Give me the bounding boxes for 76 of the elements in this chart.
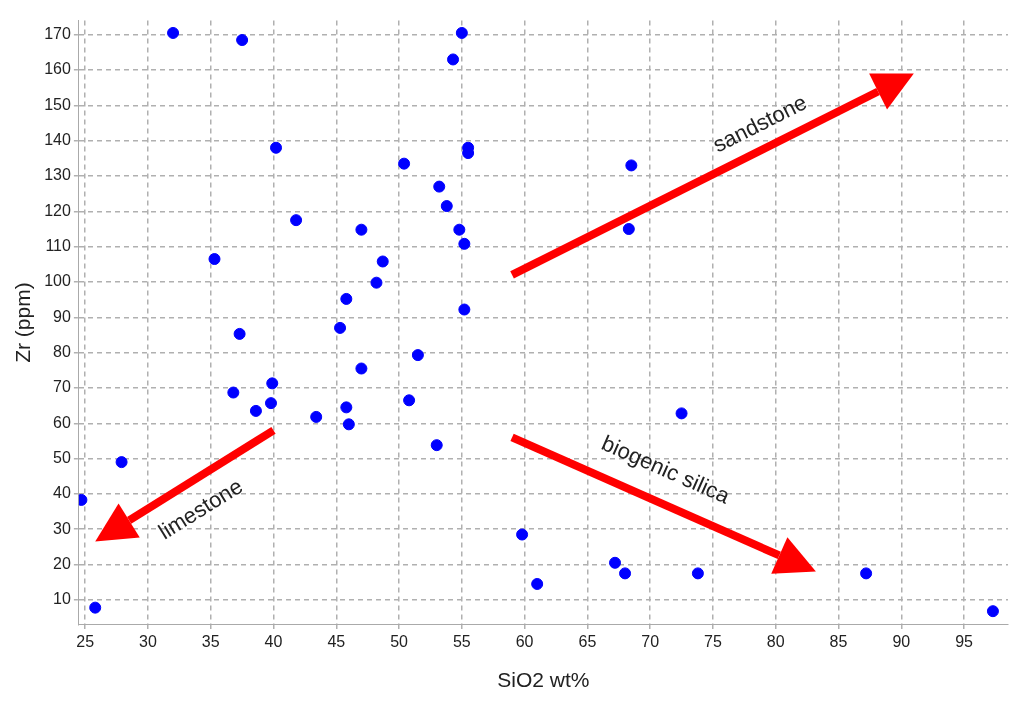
point [227,386,240,399]
point [458,237,471,250]
point [310,410,323,423]
x-tick-label: 25 [76,632,95,650]
point [167,26,180,39]
point [342,418,355,431]
y-tick-label: 80 [53,343,71,361]
y-tick-label: 160 [44,60,71,78]
y-tick-label: 60 [53,413,71,431]
x-tick-label: 30 [139,632,157,650]
point [430,439,443,452]
point [89,601,102,614]
point [398,157,411,170]
x-tick-label: 75 [704,632,722,650]
x-tick-label: 80 [766,632,785,650]
y-tick-label: 110 [45,237,71,255]
point [691,567,704,580]
x-tick-label: 55 [452,632,471,650]
x-axis-title: SiO2 wt% [497,668,590,692]
point [249,404,262,417]
point [233,327,246,340]
point [403,394,416,407]
y-tick-label: 50 [53,448,71,466]
x-tick-label: 65 [578,632,597,650]
y-axis-title: Zr (ppm) [11,282,35,363]
x-tick-label: 70 [641,632,660,650]
point [860,567,873,580]
point [340,292,353,305]
y-tick-label: 30 [53,519,71,537]
point [208,253,221,266]
point [531,577,544,590]
y-tick-label: 150 [44,95,71,113]
x-tick-label: 50 [390,632,409,650]
point [622,223,635,235]
point [266,377,279,390]
point [458,303,471,316]
point [986,605,999,618]
point [376,255,389,268]
point [355,223,368,236]
y-tick-label: 130 [44,166,71,184]
x-tick-label: 95 [955,632,974,650]
x-tick-label: 85 [829,632,848,650]
point [453,223,466,236]
point [516,528,529,541]
point [609,556,622,569]
y-tick-label: 120 [44,201,71,219]
x-tick-label: 90 [892,632,911,650]
y-tick-label: 90 [53,307,71,325]
point [115,456,128,469]
point [619,567,632,580]
y-tick-label: 100 [44,272,71,290]
point [264,397,277,410]
point [411,349,424,362]
point [440,200,453,213]
point [340,401,353,414]
point [236,34,249,47]
point [370,276,383,289]
y-tick-label: 170 [44,25,71,43]
x-tick-label: 45 [327,632,346,650]
y-tick-label: 20 [53,554,71,572]
point [433,180,446,193]
point [675,407,688,420]
y-tick-label: 140 [44,131,71,149]
x-tick-label: 35 [201,632,220,650]
y-tick-label: 10 [53,590,71,608]
y-tick-label: 40 [53,484,71,502]
point [625,159,638,172]
x-tick-label: 40 [264,632,283,650]
y-tick-label: 70 [53,378,71,396]
point [455,26,468,39]
point [334,321,347,334]
point [447,53,460,66]
point [355,362,368,375]
x-tick-label: 60 [515,632,534,650]
point [270,141,283,154]
point [290,214,303,227]
